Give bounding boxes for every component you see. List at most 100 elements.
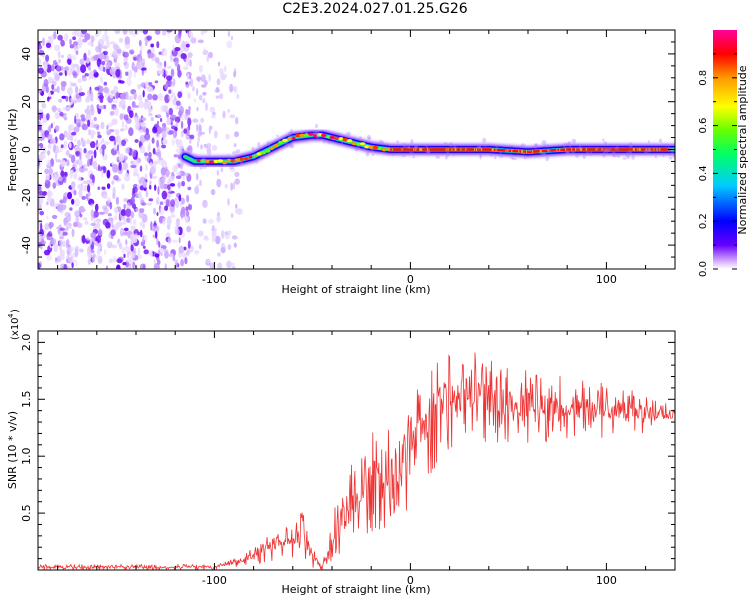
noise-speck <box>158 177 161 186</box>
spectrogram-xlabel: Height of straight line (km) <box>281 283 430 296</box>
ridge-spill <box>199 165 204 170</box>
x-tick-label: 100 <box>596 273 617 286</box>
noise-speck <box>188 204 193 211</box>
noise-speck <box>132 219 137 226</box>
noise-speck <box>172 44 175 52</box>
ridge-spill <box>603 148 608 152</box>
ridge-spill <box>315 123 318 129</box>
noise-speck <box>71 261 74 269</box>
noise-speck <box>114 54 119 60</box>
noise-speck <box>54 112 60 120</box>
noise-speck <box>205 259 211 264</box>
colorbar-tick-label: 0.2 <box>698 213 709 229</box>
noise-speck <box>142 30 149 35</box>
ridge-spill <box>662 154 665 158</box>
ridge-spill <box>565 150 570 155</box>
noise-speck <box>215 95 220 99</box>
noise-speck <box>202 218 207 224</box>
y-tick-label: 40 <box>20 47 33 61</box>
ridge-spill <box>622 157 627 160</box>
ridge-spill <box>611 151 616 158</box>
noise-speck <box>148 52 155 59</box>
noise-speck <box>58 72 63 76</box>
ridge-peak <box>386 147 391 151</box>
ridge-spill <box>203 160 208 163</box>
ridge-peak <box>217 159 224 163</box>
noise-speck <box>123 114 129 121</box>
noise-speck <box>59 227 66 231</box>
noise-speck <box>133 66 138 73</box>
ridge-spill <box>428 148 431 155</box>
noise-speck <box>169 183 176 187</box>
noise-speck <box>125 147 130 154</box>
noise-speck <box>185 81 189 85</box>
noise-speck <box>216 178 222 188</box>
noise-speck <box>87 65 92 71</box>
noise-speck <box>105 91 108 101</box>
noise-speck <box>121 183 125 190</box>
noise-speck <box>73 172 78 180</box>
snr-frame <box>37 330 676 571</box>
noise-speck <box>74 137 77 143</box>
noise-speck <box>38 262 41 269</box>
noise-speck <box>157 70 163 75</box>
noise-speck <box>202 199 208 208</box>
noise-speck <box>180 227 183 233</box>
ridge-spill <box>235 149 241 154</box>
noise-speck <box>120 229 124 233</box>
noise-speck <box>63 140 68 150</box>
noise-speck <box>68 246 75 253</box>
ridge-spill <box>284 141 290 148</box>
noise-speck <box>213 130 218 139</box>
noise-speck <box>72 71 78 79</box>
ridge-spill <box>356 145 360 151</box>
noise-speck <box>86 179 92 185</box>
noise-speck <box>152 147 156 155</box>
ridge-spill <box>542 152 546 157</box>
noise-speck <box>105 221 111 229</box>
noise-speck <box>65 242 69 249</box>
x-tick-label: 0 <box>407 273 414 286</box>
noise-speck <box>225 133 231 140</box>
noise-speck <box>167 192 173 198</box>
noise-speck <box>115 69 121 78</box>
noise-speck <box>163 49 168 57</box>
ridge-spill <box>668 153 672 157</box>
noise-speck <box>234 171 240 178</box>
noise-speck <box>217 61 221 67</box>
noise-speck <box>122 51 129 58</box>
noise-speck <box>187 240 191 249</box>
noise-speck <box>82 217 88 221</box>
ridge-spill <box>408 145 411 150</box>
noise-speck <box>123 231 129 236</box>
noise-speck <box>67 54 73 60</box>
noise-speck <box>121 139 127 147</box>
noise-speck <box>45 85 49 94</box>
x-tick-label: -100 <box>202 273 227 286</box>
noise-speck <box>150 47 155 53</box>
noise-speck <box>99 76 103 84</box>
noise-speck <box>235 117 239 125</box>
ridge-spill <box>220 167 224 173</box>
noise-speck <box>134 116 138 124</box>
noise-speck <box>87 250 92 259</box>
noise-speck <box>178 237 181 244</box>
noise-speck <box>97 85 104 93</box>
noise-speck <box>227 198 230 206</box>
ridge-peak <box>356 142 361 146</box>
ridge-spill <box>312 129 317 135</box>
ridge-spill <box>448 142 453 147</box>
noise-speck <box>159 201 164 205</box>
noise-speck <box>222 110 226 119</box>
noise-speck <box>146 202 153 206</box>
noise-speck <box>113 107 119 116</box>
ridge-spill <box>612 152 618 158</box>
noise-speck <box>211 225 215 231</box>
noise-speck <box>187 186 192 191</box>
noise-speck <box>227 109 230 113</box>
noise-speck <box>115 222 122 229</box>
noise-speck <box>75 150 81 157</box>
noise-speck <box>138 128 144 134</box>
noise-speck <box>139 145 146 154</box>
ridge-spill <box>494 155 497 160</box>
